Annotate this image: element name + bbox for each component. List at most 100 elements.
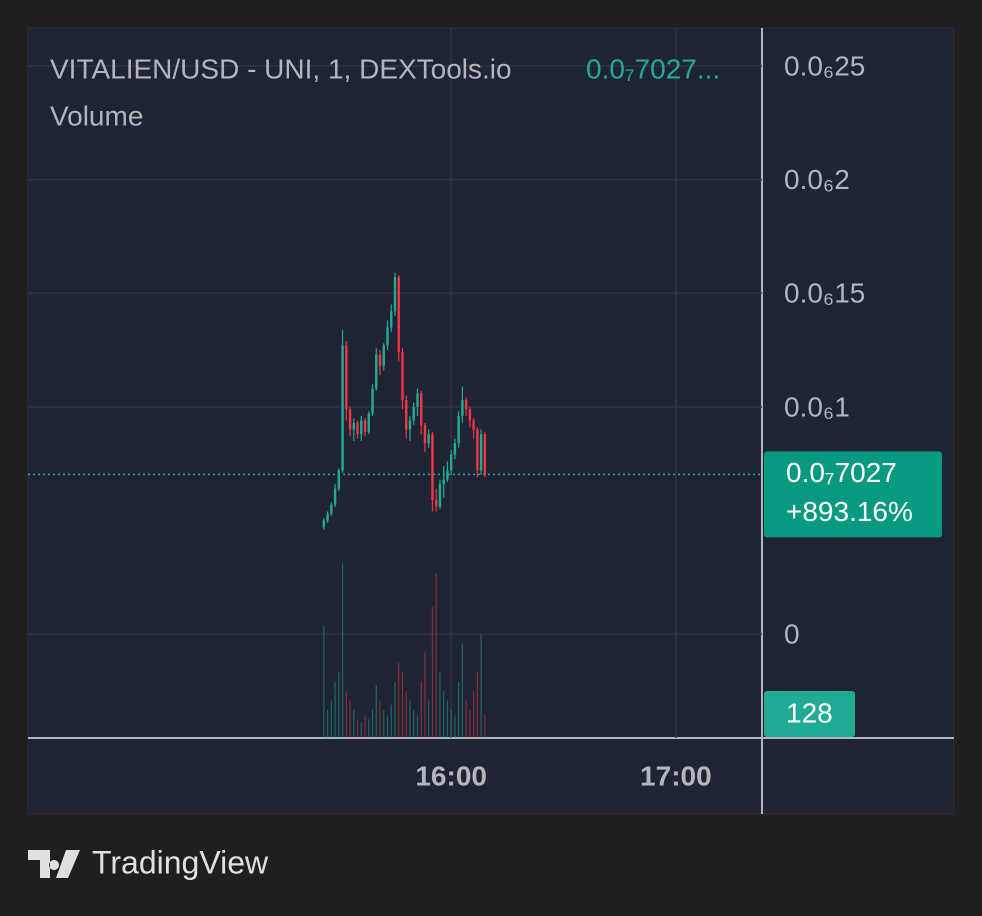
tradingview-logo xyxy=(28,850,80,878)
volume-last-label: 128 xyxy=(786,697,833,728)
candle-body xyxy=(476,429,479,471)
candle-body xyxy=(412,406,415,421)
candle-body xyxy=(337,470,341,489)
candle-body xyxy=(356,422,359,435)
volume-bar xyxy=(349,700,351,738)
candle-body xyxy=(330,504,333,514)
volume-bar xyxy=(424,651,426,738)
volume-bar xyxy=(405,691,407,738)
y-tick-label: 0 xyxy=(784,619,800,650)
candle-body xyxy=(453,443,457,455)
candle-body xyxy=(427,434,430,444)
candle-body xyxy=(461,400,464,416)
volume-bar xyxy=(413,709,415,738)
candle-body xyxy=(423,425,427,444)
volume-bar xyxy=(480,634,482,738)
candle-body xyxy=(386,327,389,346)
volume-bar xyxy=(465,700,467,738)
header-price: 0.0₇7027... xyxy=(586,53,720,84)
volume-bar xyxy=(484,714,486,738)
volume-bar xyxy=(476,672,478,738)
volume-bar xyxy=(461,644,464,738)
candle-body xyxy=(401,352,404,401)
volume-bar xyxy=(458,681,460,738)
volume-bar xyxy=(353,709,355,738)
volume-bar xyxy=(431,606,434,738)
y-tick-label: 0.0₆2 xyxy=(784,164,850,195)
volume-bar xyxy=(390,704,392,738)
volume-bar xyxy=(375,685,377,738)
candle-body xyxy=(375,354,378,389)
volume-bar xyxy=(420,681,422,738)
volume-bar xyxy=(379,700,381,738)
volume-bar xyxy=(469,709,471,738)
volume-bar xyxy=(435,573,437,738)
chart-title: VITALIEN/USD - UNI, 1, DEXTools.io xyxy=(50,53,512,84)
volume-bar xyxy=(428,700,430,738)
volume-label: Volume xyxy=(50,100,143,131)
candle-body xyxy=(420,393,423,426)
candle-body xyxy=(431,434,434,501)
candle-body xyxy=(345,345,348,410)
y-tick-label: 0.0₆1 xyxy=(784,391,850,422)
volume-bar xyxy=(439,672,441,738)
volume-bar xyxy=(398,663,400,738)
volume-bar xyxy=(450,709,452,738)
volume-bar xyxy=(446,700,449,738)
volume-bar xyxy=(443,691,445,738)
candle-body xyxy=(464,400,468,410)
last-price-label: 0.0₇7027 xyxy=(786,457,897,488)
candle-body xyxy=(393,277,397,312)
y-tick-label: 0.0₆15 xyxy=(784,278,865,309)
volume-bar xyxy=(326,709,329,738)
candle-body xyxy=(382,345,385,366)
volume-bar xyxy=(371,709,374,738)
candle-body xyxy=(442,479,445,485)
candle-body xyxy=(326,513,329,521)
candle-body xyxy=(479,434,483,471)
candle-body xyxy=(397,277,400,353)
volume-bar xyxy=(356,719,359,738)
volume-bar xyxy=(454,715,456,738)
volume-bar xyxy=(409,700,411,738)
brand: TradingView xyxy=(92,844,269,880)
candle-body xyxy=(322,520,326,528)
candle-body xyxy=(333,488,337,505)
candle-body xyxy=(483,434,487,475)
candle-body xyxy=(360,420,363,435)
x-tick-label: 16:00 xyxy=(415,760,487,791)
volume-bar xyxy=(323,625,325,738)
chart-frame xyxy=(27,27,955,815)
volume-bar xyxy=(330,700,332,738)
candle-body xyxy=(341,345,344,471)
candle-body xyxy=(363,420,367,432)
candle-body xyxy=(446,470,449,480)
candle-body xyxy=(434,500,438,507)
candle-body xyxy=(449,454,453,471)
volume-bar xyxy=(394,681,396,738)
plot xyxy=(28,28,762,738)
volume-bar xyxy=(473,691,475,738)
volume-bar xyxy=(401,672,404,738)
volume-bar xyxy=(345,691,347,738)
candle-body xyxy=(438,484,442,507)
candle-body xyxy=(367,413,370,432)
volume-bar xyxy=(386,715,389,738)
candle-body xyxy=(390,311,393,328)
candle-body xyxy=(371,388,374,414)
volume-bar xyxy=(383,709,385,738)
change-label: +893.16% xyxy=(786,496,913,527)
volume-bar xyxy=(364,715,366,738)
volume-bar xyxy=(368,719,370,738)
volume-bar xyxy=(416,715,419,738)
candle-body xyxy=(472,420,475,430)
candle-body xyxy=(457,415,460,444)
volume-bar xyxy=(360,723,362,738)
volume-bar xyxy=(338,672,340,738)
x-tick-label: 17:00 xyxy=(640,760,712,791)
price-badge xyxy=(764,451,942,538)
candle-body xyxy=(408,420,412,430)
volume-bar xyxy=(334,681,336,738)
volume-bar xyxy=(341,563,344,738)
